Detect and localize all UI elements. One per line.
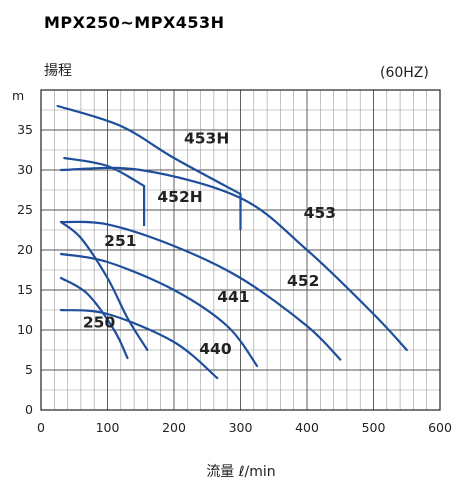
y-tick-label: 5 [25,362,33,377]
curve-label-440: 440 [199,340,232,358]
frequency-note: (60HZ) [380,65,429,81]
y-axis-label: 揚程 [44,62,72,79]
curves [56,104,408,380]
curve-441 [59,252,259,368]
y-axis-unit: m [12,88,24,103]
y-tick-label: 0 [25,402,33,417]
curve-452 [59,220,342,361]
x-axis-label: 流量 ℓ/min [206,464,275,480]
y-tick-label: 15 [17,282,33,297]
axes: 0 100 200 300 400 500 600 0 5 10 15 20 25 30 35 [17,122,452,435]
curve-250 [59,276,129,360]
curve-label-453: 453 [304,204,336,222]
x-tick-label: 500 [362,420,386,435]
chart-title: MPX250~MPX453H [44,13,225,32]
x-tick-label: 100 [96,420,120,435]
curve-label-250: 250 [83,314,116,332]
curve-label-452: 452 [287,272,319,290]
x-tick-label: 400 [295,420,319,435]
curve-label-441: 441 [217,288,249,306]
curve-label-251: 251 [104,232,136,250]
grid [40,89,441,411]
x-tick-label: 0 [37,420,45,435]
curve-453H [56,104,242,196]
curve-452H [63,156,146,188]
x-tick-label: 200 [162,420,186,435]
curve-label-452H: 452H [157,188,202,206]
curve-251 [59,220,149,352]
y-tick-label: 25 [17,202,33,217]
plot-frame [40,89,441,411]
x-tick-label: 600 [428,420,452,435]
curve-440 [59,308,219,380]
curve-labels: 453H 452H 453 452 441 440 251 250 [83,130,336,358]
y-tick-label: 20 [17,242,33,257]
y-tick-label: 30 [17,162,33,177]
curve-453 [59,166,408,352]
curve-label-453H: 453H [184,130,229,148]
y-tick-label: 10 [17,322,33,337]
x-tick-label: 300 [229,420,253,435]
y-tick-label: 35 [17,122,33,137]
